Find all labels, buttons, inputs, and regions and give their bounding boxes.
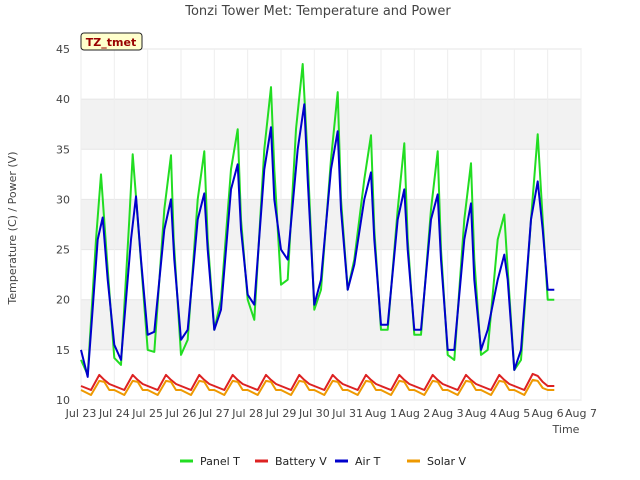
- y-axis-ticks: 10 15 20 25 30 35 40 45: [56, 43, 70, 407]
- x-tick-label: Aug 1: [365, 407, 397, 420]
- x-tick-label: Jul 29: [265, 407, 297, 420]
- x-tick-label: Aug 3: [432, 407, 464, 420]
- series-layer: [80, 63, 555, 396]
- series-line-air-t: [80, 103, 555, 378]
- y-tick-label: 10: [56, 394, 70, 407]
- y-tick-label: 30: [56, 193, 70, 206]
- x-tick-label: Jul 31: [331, 407, 363, 420]
- x-tick-label: Jul 30: [298, 407, 330, 420]
- x-tick-label: Aug 7: [565, 407, 597, 420]
- x-tick-label: Jul 26: [165, 407, 197, 420]
- x-tick-label: Aug 2: [398, 407, 430, 420]
- chart-title: Tonzi Tower Met: Temperature and Power: [184, 4, 451, 19]
- legend: Panel T Battery V Air T Solar V: [180, 455, 467, 468]
- x-axis-label: Time: [552, 423, 580, 436]
- series-line-panel-t: [80, 63, 555, 376]
- x-tick-label: Jul 24: [98, 407, 130, 420]
- legend-label-panel-t: Panel T: [200, 455, 240, 468]
- legend-label-air-t: Air T: [355, 455, 381, 468]
- legend-label-battery-v: Battery V: [275, 455, 327, 468]
- y-tick-label: 35: [56, 143, 70, 156]
- grid-band: [81, 99, 581, 150]
- x-tick-label: Aug 4: [465, 407, 497, 420]
- grid-band: [81, 299, 581, 350]
- series-line-battery-v: [80, 372, 555, 391]
- y-tick-label: 25: [56, 244, 70, 257]
- x-tick-label: Jul 23: [65, 407, 97, 420]
- x-tick-label: Aug 6: [532, 407, 564, 420]
- x-tick-label: Jul 27: [198, 407, 230, 420]
- y-axis-label: Temperature (C) / Power (V): [6, 151, 19, 305]
- y-tick-label: 15: [56, 344, 70, 357]
- plot-area: [80, 48, 582, 401]
- station-badge-box: [80, 32, 143, 51]
- y-tick-label: 40: [56, 93, 70, 106]
- x-tick-label: Jul 25: [131, 407, 163, 420]
- y-tick-label: 20: [56, 294, 70, 307]
- x-tick-label: Aug 5: [498, 407, 530, 420]
- station-badge: TZ_tmet: [80, 32, 143, 51]
- station-badge-label: TZ_tmet: [86, 36, 136, 49]
- grid-lines: [80, 48, 582, 401]
- x-tick-label: Jul 28: [231, 407, 263, 420]
- y-tick-label: 45: [56, 43, 70, 56]
- x-axis-ticks: Jul 23 Jul 24 Jul 25 Jul 26 Jul 27 Jul 28 Jul …: [65, 407, 597, 420]
- legend-label-solar-v: Solar V: [427, 455, 467, 468]
- series-line-solar-v: [80, 378, 555, 396]
